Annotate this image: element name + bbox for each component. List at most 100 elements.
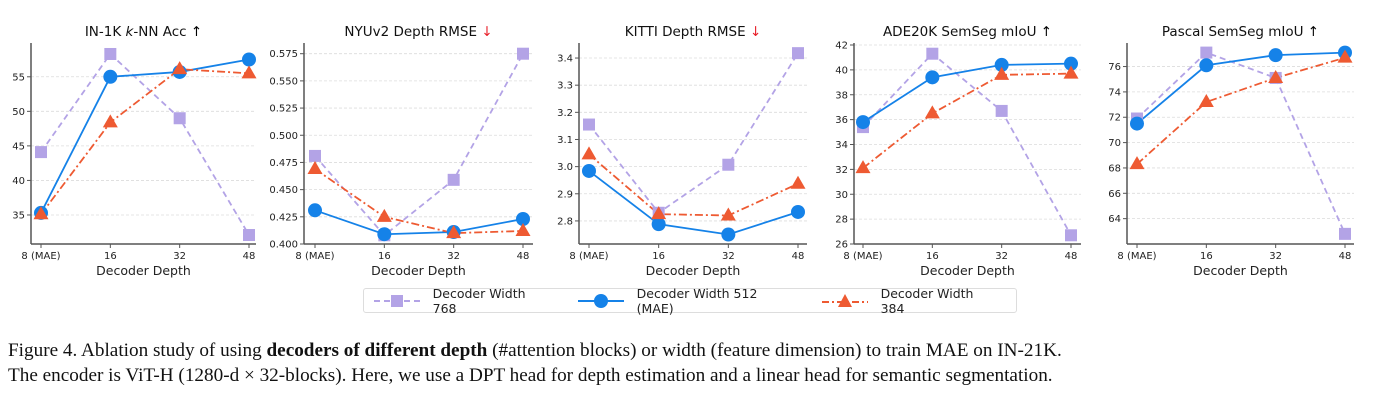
chart-panel-2: 2.8 2.9 3.0 3.1 3.2 3.3 3.4 8 (MAE) 16 32 48 Decode… (557, 24, 807, 278)
y-tick-label: 45 (12, 141, 25, 152)
data-point-triangle (720, 207, 736, 221)
x-tick-label: 16 (926, 251, 939, 262)
title-arrow-icon: ↑ (1308, 24, 1319, 40)
data-point-circle (721, 227, 736, 242)
series-line-decoder-width-384 (314, 168, 524, 235)
legend-marker-circle-icon (578, 293, 625, 308)
x-tick-label: 16 (104, 251, 117, 262)
caption-line-2: The encoder is ViT-H (1280-d × 32-blocks… (8, 365, 1053, 386)
data-point-triangle (790, 175, 806, 189)
data-point-triangle (172, 61, 188, 75)
caption-line-1: Figure 4. Ablation study of using decode… (8, 340, 1062, 361)
data-point-circle (856, 115, 870, 130)
y-tick-label: 28 (835, 215, 848, 226)
title-arrow-icon: ↓ (481, 24, 492, 40)
y-tick-label: 74 (1108, 87, 1121, 98)
x-axis-label: Decoder Depth (920, 263, 1015, 278)
x-tick-label: 16 (1200, 251, 1213, 262)
caption-bold: decoders of different depth (266, 340, 488, 361)
data-point-circle (1064, 56, 1078, 71)
x-tick-label: 48 (517, 251, 530, 262)
y-tick-label: 0.575 (269, 49, 298, 60)
legend-item-width-768: Decoder Width 768 (372, 286, 550, 316)
y-tick-label: 50 (12, 107, 25, 118)
chart-panel-0: 35 40 45 50 55 8 (MAE) 16 32 48 Decoder Depth IN-1… (12, 24, 257, 278)
data-point-circle (1199, 58, 1214, 73)
chart-panel-3: 26 28 30 32 34 36 38 40 42 8 (MAE) 16 32 48 Decoder D… (835, 24, 1081, 278)
data-point-triangle (1063, 65, 1079, 79)
series-line-decoder-width-512-mae- (1136, 51, 1346, 125)
data-point-triangle (924, 105, 940, 119)
legend-label: Decoder Width 512 (MAE) (636, 285, 758, 316)
data-point-square (104, 47, 117, 60)
x-axis-label: Decoder Depth (96, 263, 191, 278)
x-tick-label: 32 (1269, 251, 1282, 262)
data-point-circle (791, 204, 805, 219)
chart-title: Pascal SemSeg mIoU ↑ (1162, 24, 1319, 40)
data-point-square (517, 47, 529, 60)
y-tick-label: 70 (1108, 138, 1121, 149)
chart-panel-4: 64 66 68 70 72 74 76 8 (MAE) 16 32 48 Decoder Depth… (1108, 24, 1354, 278)
y-tick-label: 2.8 (557, 216, 573, 227)
y-tick-label: 26 (835, 240, 848, 251)
data-point-square (447, 173, 460, 186)
legend-marker-square-icon (374, 294, 420, 307)
y-tick-label: 3.0 (557, 162, 573, 173)
series-line-decoder-width-384 (862, 72, 1072, 169)
y-tick-label: 3.2 (557, 108, 573, 119)
legend-label: Decoder Width 384 (880, 285, 974, 316)
y-tick-label: 32 (835, 165, 848, 176)
data-point-triangle (1198, 94, 1214, 108)
x-tick-label: 32 (995, 251, 1008, 262)
x-axis-label: Decoder Depth (646, 263, 741, 278)
y-tick-label: 0.550 (269, 76, 298, 87)
data-point-square (583, 118, 595, 131)
x-axis-label: Decoder Depth (371, 263, 466, 278)
y-tick-label: 76 (1108, 62, 1121, 73)
data-point-triangle (33, 206, 49, 220)
data-point-triangle (307, 160, 323, 174)
title-arrow-icon: ↑ (1041, 24, 1052, 40)
chart-title: ADE20K SemSeg mIoU ↑ (883, 24, 1052, 40)
data-point-triangle (994, 66, 1010, 80)
title-arrow-icon: ↑ (191, 24, 202, 40)
data-point-square (722, 158, 735, 171)
y-tick-label: 0.400 (269, 240, 298, 251)
data-point-square (173, 112, 186, 125)
x-tick-label: 32 (173, 251, 186, 262)
title-arrow-icon: ↓ (750, 24, 761, 40)
x-tick-label: 48 (792, 251, 805, 262)
y-tick-label: 34 (835, 140, 848, 151)
data-point-square (35, 146, 47, 159)
data-point-triangle (1129, 156, 1145, 170)
legend-label: Decoder Width 768 (432, 285, 526, 316)
figure-caption: Figure 4. Ablation study of using decode… (8, 338, 1373, 388)
data-point-circle (1130, 116, 1144, 131)
data-point-circle (1268, 48, 1283, 63)
x-tick-label: 8 (MAE) (569, 251, 608, 262)
x-tick-label: 8 (MAE) (295, 251, 334, 262)
legend-item-width-384: Decoder Width 384 (820, 286, 998, 316)
series-line-decoder-width-512-mae- (588, 170, 799, 236)
y-tick-label: 0.425 (269, 212, 298, 223)
x-axis-label: Decoder Depth (1193, 263, 1288, 278)
series-line-decoder-width-768 (1136, 51, 1346, 235)
data-point-circle (377, 227, 392, 242)
y-tick-label: 72 (1108, 113, 1121, 124)
y-tick-label: 3.1 (557, 135, 573, 146)
x-tick-label: 8 (MAE) (21, 251, 60, 262)
x-tick-label: 8 (MAE) (843, 251, 882, 262)
data-point-triangle (241, 65, 257, 79)
y-tick-label: 38 (835, 90, 848, 101)
data-point-triangle (446, 225, 462, 239)
data-point-circle (582, 163, 596, 178)
data-point-triangle (515, 222, 531, 236)
y-tick-label: 40 (835, 65, 848, 76)
data-point-triangle (1268, 69, 1284, 83)
data-point-square (926, 47, 939, 60)
y-tick-label: 0.450 (269, 185, 298, 196)
data-point-circle (925, 70, 940, 85)
data-point-triangle (102, 114, 118, 128)
data-point-triangle (855, 160, 871, 174)
y-tick-label: 55 (12, 72, 25, 83)
